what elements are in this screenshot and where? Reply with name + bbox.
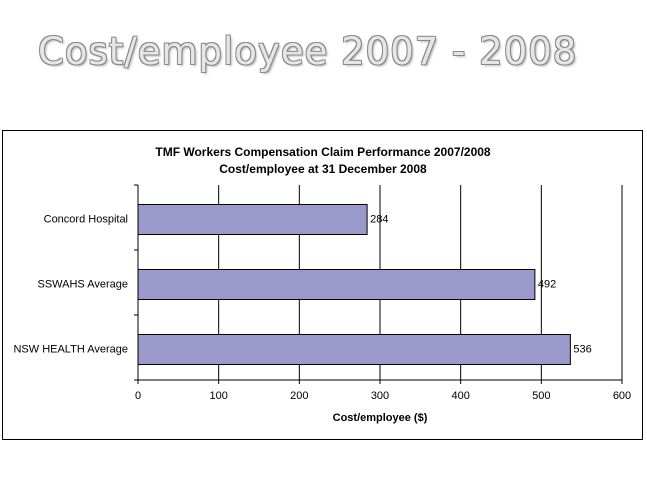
chart-subtitle: Cost/employee at 31 December 2008 [219,162,427,176]
x-tick-label: 500 [532,390,550,402]
x-tick-label: 200 [290,390,308,402]
y-tick-label: SSWAHS Average [38,278,129,290]
x-tick-label: 100 [209,390,227,402]
x-tick-label: 600 [613,390,631,402]
x-tick-label: 300 [371,390,389,402]
chart-title: TMF Workers Compensation Claim Performan… [155,145,491,159]
y-tick-label: Concord Hospital [44,213,128,225]
x-tick-label: 0 [135,390,141,402]
bar [137,204,368,235]
x-axis-label: Cost/employee ($) [333,412,428,424]
data-label: 536 [573,343,591,355]
y-tick-label: NSW HEALTH Average [13,343,128,355]
bar [137,269,536,300]
bar [137,334,571,365]
slide-title: Cost/employee 2007 - 2008 [38,30,578,73]
data-label: 492 [538,278,556,290]
data-label: 284 [370,213,388,225]
x-tick-label: 400 [451,390,469,402]
